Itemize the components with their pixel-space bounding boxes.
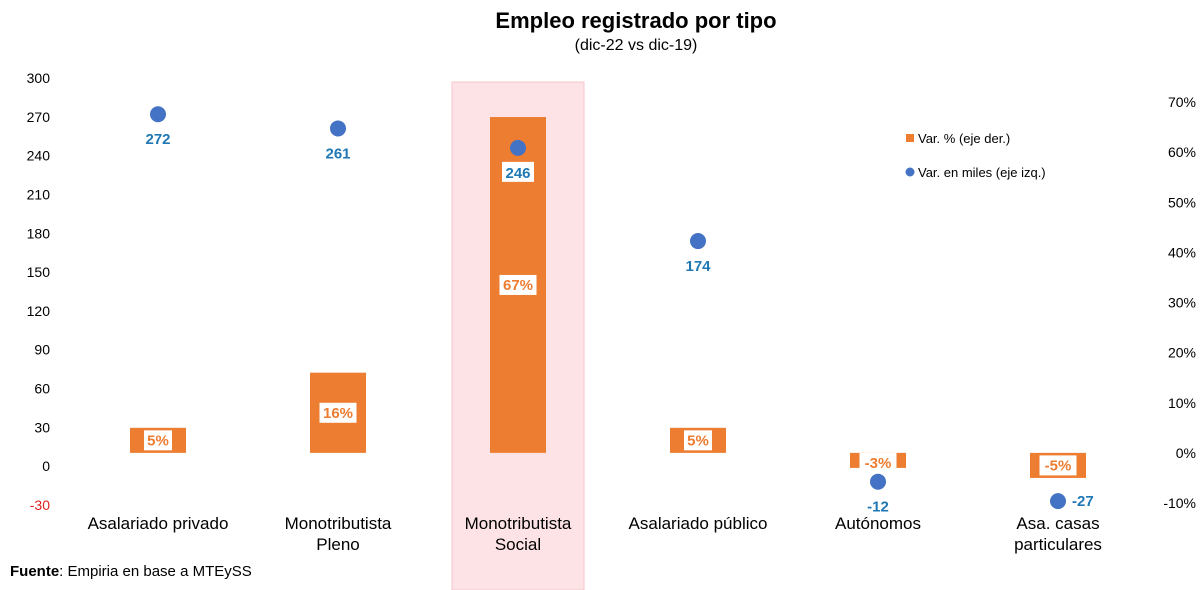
bar-label-box: [499, 274, 537, 295]
category-label: Monotributista: [285, 514, 392, 533]
data-point: [1050, 493, 1066, 510]
y-left-tick: 90: [34, 342, 50, 358]
data-point: [330, 120, 346, 137]
category-label: Asalariado público: [629, 514, 768, 533]
y-left-tick: 30: [34, 419, 50, 435]
source-text: : Empiria en base a MTEySS: [59, 563, 252, 580]
point-label: 261: [325, 145, 350, 162]
legend-label: Var. en miles (eje izq.): [918, 165, 1046, 180]
y-left-tick: 240: [27, 148, 51, 164]
bar-label-box: [859, 452, 897, 473]
y-right-tick: 70%: [1168, 94, 1196, 110]
y-left-tick: 210: [27, 186, 51, 202]
y-left-tick: 120: [27, 303, 51, 319]
y-right-tick: 20%: [1168, 345, 1196, 361]
y-left-tick: 150: [27, 264, 51, 280]
data-point: [870, 473, 886, 490]
category-label: Asa. casas: [1016, 514, 1099, 533]
y-left-tick: -30: [30, 497, 50, 513]
y-left-tick: 180: [27, 225, 51, 241]
bar-label: -5%: [1045, 457, 1072, 474]
bar-label: 16%: [323, 405, 353, 422]
chart-subtitle: (dic-22 vs dic-19): [575, 37, 698, 54]
source-label: Fuente: [10, 563, 60, 580]
bar-label-box: [684, 430, 712, 451]
data-point: [510, 139, 526, 156]
y-left-tick: 60: [34, 381, 50, 397]
legend-point-swatch: [905, 167, 915, 177]
bar-label: 5%: [687, 432, 709, 449]
bar-label: 5%: [147, 432, 169, 449]
y-left-tick: 300: [27, 70, 51, 86]
bar-label-box: [1039, 455, 1077, 476]
chart-title: Empleo registrado por tipo: [495, 8, 776, 33]
category-label: particulares: [1014, 535, 1102, 554]
category-label: Monotributista: [465, 514, 572, 533]
point-label: -12: [867, 499, 889, 516]
category-label: Asalariado privado: [88, 514, 229, 533]
legend-label: Var. % (eje der.): [918, 131, 1010, 146]
data-point: [690, 233, 706, 250]
y-right-tick: -10%: [1163, 495, 1196, 511]
y-right-tick: 40%: [1168, 244, 1196, 260]
y-right-tick: 30%: [1168, 295, 1196, 311]
category-label: Pleno: [316, 535, 359, 554]
bar-label-box: [319, 402, 357, 423]
y-right-tick: 60%: [1168, 144, 1196, 160]
point-label-box: [502, 161, 534, 182]
category-label: Autónomos: [835, 514, 921, 533]
y-left-tick: 270: [27, 109, 51, 125]
y-right-tick: 10%: [1168, 395, 1196, 411]
category-label: Social: [495, 535, 541, 554]
bar-label-box: [144, 430, 172, 451]
bar-label: -3%: [865, 455, 892, 472]
legend-bar-swatch: [906, 134, 914, 142]
y-right-tick: 50%: [1168, 194, 1196, 210]
bar-label: 67%: [503, 277, 533, 294]
data-point: [150, 106, 166, 123]
point-label: 272: [145, 131, 170, 148]
y-right-tick: 0%: [1176, 445, 1196, 461]
legend: Var. % (eje der.) Var. en miles (eje izq.…: [905, 131, 1046, 180]
source-note: Fuente: Empiria en base a MTEySS: [10, 563, 252, 580]
point-label: -27: [1072, 493, 1094, 510]
point-label: 246: [505, 165, 530, 182]
y-left-tick: 0: [42, 458, 50, 474]
point-label: 174: [685, 258, 711, 275]
